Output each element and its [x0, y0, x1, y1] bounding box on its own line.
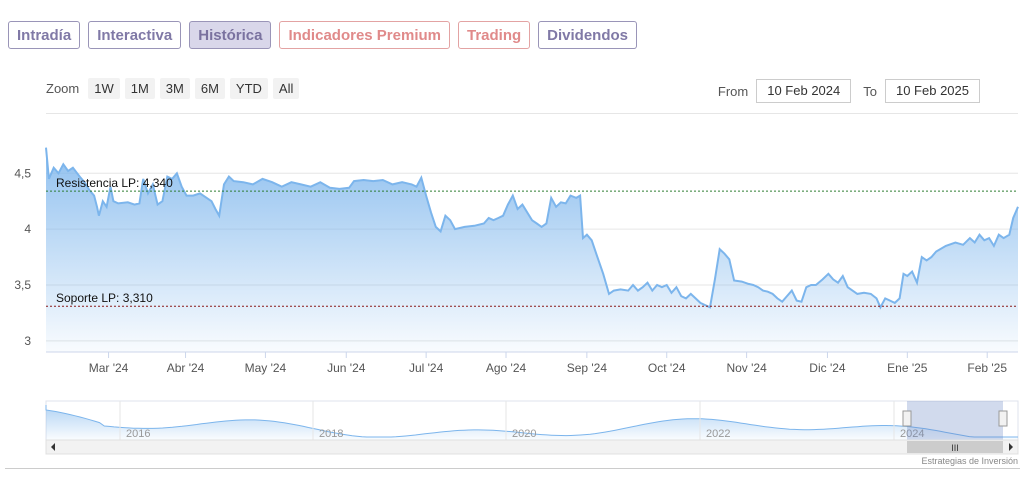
resistance-label: Resistencia LP: 4,340 — [56, 176, 173, 190]
navigator-selection — [907, 401, 1003, 440]
scrollbar-grip: III — [951, 443, 959, 453]
zoom-controls: Zoom 1W 1M 3M 6M YTD All — [46, 78, 300, 99]
tab-interactiva[interactable]: Interactiva — [88, 21, 182, 49]
zoom-1w-button[interactable]: 1W — [88, 78, 120, 99]
x-tick-label: Jul '24 — [409, 361, 444, 375]
zoom-label: Zoom — [46, 81, 80, 96]
to-date-input[interactable]: 10 Feb 2025 — [884, 79, 980, 103]
date-range: From 10 Feb 2024 To 10 Feb 2025 — [718, 79, 980, 103]
zoom-1m-button[interactable]: 1M — [124, 78, 155, 99]
series-area — [46, 147, 1018, 352]
zoom-6m-button[interactable]: 6M — [194, 78, 225, 99]
series-line — [45, 147, 1019, 310]
navigator-year-label: 2022 — [706, 428, 730, 440]
x-tick-label: Sep '24 — [567, 361, 608, 375]
support-label: Soporte LP: 3,310 — [56, 291, 153, 305]
x-tick-label: May '24 — [245, 361, 287, 375]
zoom-ytd-button[interactable]: YTD — [229, 78, 268, 99]
x-tick-label: Nov '24 — [726, 361, 767, 375]
zoom-all-button[interactable]: All — [272, 78, 300, 99]
scroll-left-icon[interactable] — [51, 443, 55, 451]
navigator-year-label: 2024 — [900, 428, 924, 440]
y-tick-label: 4 — [24, 222, 31, 236]
bottom-divider — [5, 468, 1020, 469]
y-tick-label: 4,5 — [14, 166, 31, 180]
x-tick-label: Jun '24 — [327, 361, 366, 375]
navigator-area — [46, 405, 1018, 440]
navigator-line — [45, 405, 1018, 438]
navigator-handle[interactable] — [902, 410, 912, 427]
scrollbar-track — [45, 439, 1019, 455]
navigator-year-label: 2020 — [512, 428, 536, 440]
x-tick-label: Ene '25 — [887, 361, 928, 375]
tab-dividendos[interactable]: Dividendos — [538, 21, 638, 49]
x-tick-label: Dic '24 — [809, 361, 846, 375]
zoom-3m-button[interactable]: 3M — [159, 78, 190, 99]
navigator-handle[interactable] — [998, 410, 1008, 427]
x-tick-label: Oct '24 — [648, 361, 686, 375]
from-label: From — [717, 83, 749, 99]
y-tick-label: 3,5 — [14, 278, 31, 292]
scroll-right-icon[interactable] — [1009, 443, 1013, 451]
to-label: To — [863, 83, 877, 99]
navigator-year-label: 2016 — [126, 428, 150, 440]
navigator-year-label: 2018 — [319, 428, 343, 440]
scrollbar-thumb[interactable] — [907, 441, 1003, 453]
x-tick-label: Abr '24 — [167, 361, 205, 375]
credit-text: Estrategias de Inversión — [921, 456, 1018, 466]
tab-intradia[interactable]: Intradía — [8, 21, 81, 49]
tab-indicadores-premium[interactable]: Indicadores Premium — [279, 21, 450, 49]
top-divider — [46, 113, 1018, 114]
tab-trading[interactable]: Trading — [458, 21, 531, 49]
y-tick-label: 3 — [24, 334, 31, 348]
x-tick-label: Feb '25 — [967, 361, 1007, 375]
chart-tabs: Intradía Interactiva Histórica Indicador… — [8, 21, 638, 49]
from-date-input[interactable]: 10 Feb 2024 — [756, 79, 852, 103]
price-chart: 3 3,5 4 4,5 Resistencia LP: 4,340 Soporte LP:… — [14, 147, 1019, 455]
x-tick-label: Mar '24 — [89, 361, 129, 375]
x-tick-label: Ago '24 — [486, 361, 527, 375]
tab-historica[interactable]: Histórica — [189, 21, 272, 49]
